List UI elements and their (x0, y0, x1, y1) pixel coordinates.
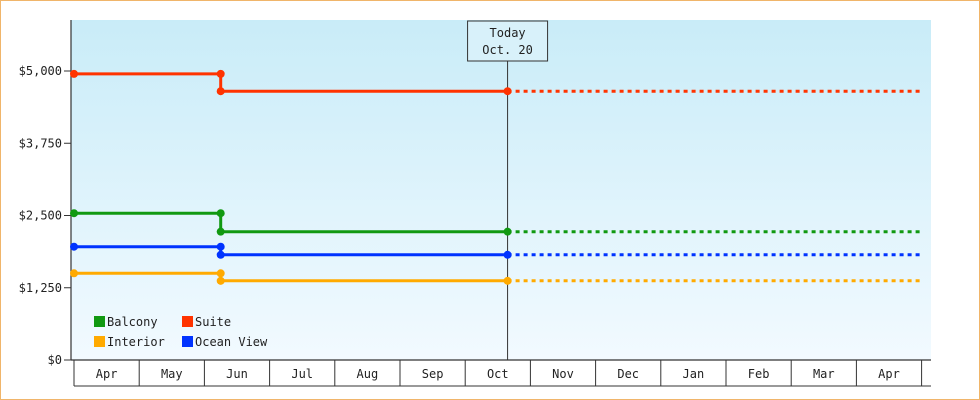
series-lines (70, 69, 922, 285)
legend-swatch-interior (94, 336, 105, 347)
legend-label-balcony: Balcony (107, 315, 158, 329)
series-point-interior (70, 269, 78, 278)
y-tick-label: $1,250 (19, 281, 62, 295)
x-tick-label: Sep (422, 367, 444, 381)
series-point-interior (503, 276, 512, 285)
series-balcony (70, 209, 922, 236)
today-date: Oct. 20 (482, 43, 533, 57)
legend-label-ocean-view: Ocean View (195, 335, 268, 349)
series-point-suite (216, 87, 225, 96)
x-tick-label: Jul (291, 367, 313, 381)
x-tick-label: May (161, 367, 183, 381)
x-tick-label: Mar (813, 367, 835, 381)
y-tick-label: $0 (48, 353, 62, 367)
series-line-balcony (74, 211, 508, 234)
series-point-balcony (503, 227, 512, 236)
legend-swatch-ocean-view (182, 336, 193, 347)
series-suite (70, 69, 922, 96)
series-point-suite (503, 87, 512, 96)
today-title: Today (490, 26, 526, 40)
today-marker: Today Oct. 20 (467, 20, 549, 360)
plot-background (71, 20, 931, 360)
y-tick-label: $3,750 (19, 136, 62, 150)
series-point-balcony (70, 209, 78, 218)
x-tick-label: Oct (487, 367, 509, 381)
x-tick-label: Dec (617, 367, 639, 381)
series-point-ocean-view (216, 242, 225, 251)
series-point-balcony (216, 227, 225, 236)
legend-label-suite: Suite (195, 315, 231, 329)
x-tick-label: Aug (357, 367, 379, 381)
series-point-ocean-view (70, 242, 78, 251)
x-tick-label: Apr (96, 367, 118, 381)
series-point-ocean-view (503, 250, 512, 259)
series-interior (70, 269, 922, 285)
series-point-ocean-view (216, 250, 225, 259)
y-tick-label: $2,500 (19, 209, 62, 223)
series-point-suite (216, 69, 225, 78)
legend-swatch-balcony (94, 316, 105, 327)
legend-swatch-suite (182, 316, 193, 327)
axes: $0 $1,250 $2,500 $3,750 $5,000 Apr May Jun Jul Au… (19, 20, 931, 387)
legend: Balcony Suite Interior Ocean View (94, 315, 268, 349)
x-tick-label: Apr (878, 367, 900, 381)
series-point-interior (216, 269, 225, 278)
today-label-box (467, 20, 549, 62)
x-tick-label: Feb (748, 367, 770, 381)
series-point-suite (70, 69, 78, 78)
x-tick-label: Jan (683, 367, 705, 381)
series-line-suite (74, 72, 508, 93)
x-tick-label: Jun (226, 367, 248, 381)
y-tick-label: $5,000 (19, 64, 62, 78)
legend-label-interior: Interior (107, 335, 165, 349)
series-point-balcony (216, 209, 225, 218)
series-ocean-view (70, 242, 922, 259)
x-tick-label: Nov (552, 367, 574, 381)
series-line-ocean-view (74, 245, 508, 257)
series-point-interior (216, 276, 225, 285)
